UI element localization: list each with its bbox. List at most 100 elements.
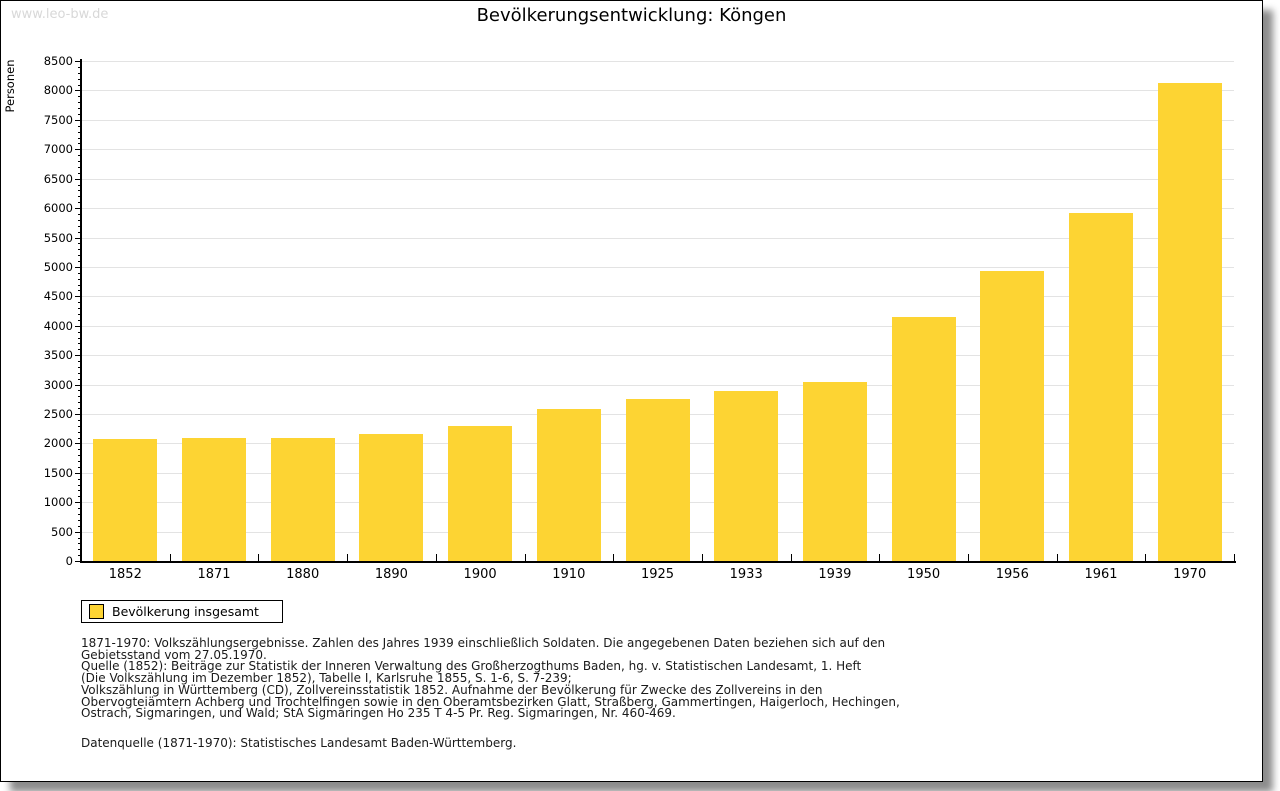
gridline — [81, 208, 1234, 210]
y-tick-minor — [78, 449, 81, 451]
chart-page: www.leo-bw.de Bevölkerungsentwicklung: K… — [0, 0, 1263, 782]
y-tick-minor — [78, 361, 81, 362]
y-tick-minor — [78, 319, 81, 321]
y-tick-major — [75, 502, 81, 504]
y-tick-label: 6000 — [43, 201, 73, 216]
x-axis-label: 1950 — [907, 567, 941, 582]
y-tick-minor — [78, 261, 81, 262]
y-tick-minor — [78, 131, 81, 133]
y-tick-major — [75, 355, 81, 357]
y-tick-label: 0 — [65, 554, 73, 568]
x-axis-label: 1961 — [1084, 567, 1118, 582]
y-tick-label: 2000 — [43, 436, 73, 451]
x-axis-label: 1939 — [818, 567, 852, 582]
y-tick-minor — [78, 331, 81, 333]
y-tick-minor — [78, 437, 81, 439]
y-tick-major — [75, 90, 81, 92]
y-tick-label: 1500 — [43, 465, 73, 480]
footer-line: Volkszählung in Württemberg (CD), Zollve… — [81, 682, 823, 697]
y-tick-minor — [78, 337, 81, 339]
gridline — [81, 237, 1234, 239]
y-tick-minor — [78, 425, 81, 427]
y-tick-label: 8500 — [43, 54, 73, 68]
y-tick-minor — [78, 349, 81, 351]
y-tick-minor — [78, 402, 81, 404]
x-axis-line — [80, 561, 1236, 563]
x-axis-tick — [169, 554, 171, 561]
y-tick-minor — [78, 308, 81, 310]
x-axis-label: 1925 — [640, 567, 675, 582]
chart-title: Bevölkerungsentwicklung: Köngen — [476, 5, 787, 26]
y-tick-minor — [78, 419, 81, 421]
x-axis-label: 1956 — [995, 567, 1029, 582]
footer-line: 1871-1970: Volkszählungsergebnisse. Zahl… — [81, 636, 886, 650]
y-tick-label: 4000 — [43, 318, 73, 333]
footer-line: (Die Volkszählung im Dezember 1852), Tab… — [81, 671, 572, 686]
x-axis-tick — [613, 554, 615, 561]
y-tick-label: 7500 — [43, 112, 73, 127]
y-tick-major — [75, 296, 81, 298]
bar-1939 — [802, 381, 867, 561]
x-axis-tick — [258, 554, 260, 561]
gridline — [81, 119, 1234, 121]
y-tick-minor — [78, 372, 81, 374]
y-tick-minor — [78, 96, 81, 98]
y-tick-minor — [78, 543, 81, 545]
bar-1900 — [448, 426, 513, 561]
x-axis-label: 1890 — [374, 567, 408, 582]
gridline — [81, 90, 1234, 92]
y-tick-minor — [78, 466, 81, 468]
y-tick-minor — [78, 166, 81, 168]
footer-line-datenquelle: Datenquelle (1871-1970): Statistisches L… — [81, 735, 517, 750]
y-tick-minor — [78, 302, 81, 304]
y-tick-major — [75, 119, 81, 121]
y-tick-minor — [78, 508, 81, 510]
y-tick-label: 3500 — [43, 348, 73, 363]
x-axis-tick — [1234, 554, 1235, 561]
y-tick-minor — [78, 172, 81, 174]
x-axis-label: 1910 — [552, 567, 586, 582]
bar-1852 — [93, 439, 158, 561]
legend-label: Bevölkerung insgesamt — [112, 604, 259, 619]
x-axis-label: 1871 — [197, 567, 231, 582]
y-tick-minor — [78, 66, 81, 68]
y-tick-minor — [78, 255, 81, 257]
y-tick-label: 7000 — [43, 142, 73, 157]
gridline — [81, 325, 1234, 327]
y-tick-major — [75, 384, 81, 386]
gridline — [81, 355, 1234, 357]
y-tick-minor — [78, 455, 81, 457]
x-axis-label: 1970 — [1173, 567, 1207, 582]
y-tick-minor — [78, 84, 81, 86]
y-tick-minor — [78, 290, 81, 292]
y-tick-minor — [78, 431, 81, 433]
x-axis-tick — [967, 554, 969, 561]
gridline — [81, 149, 1234, 151]
y-tick-minor — [78, 137, 81, 139]
y-tick-major — [75, 178, 81, 180]
y-tick-label: 8000 — [43, 83, 73, 98]
bar-1950 — [891, 316, 956, 561]
y-tick-major — [75, 413, 81, 415]
y-tick-minor — [78, 272, 81, 274]
source-notes: 1871-1970: Volkszählungsergebnisse. Zahl… — [81, 636, 900, 750]
footer-line: Gebietsstand vom 27.05.1970. — [81, 647, 267, 662]
footer-line: Obervogteiämtern Achberg und Trochtelfin… — [81, 694, 900, 709]
x-axis-tick — [1056, 554, 1058, 561]
y-tick-minor — [78, 190, 81, 192]
gridline — [81, 266, 1234, 268]
y-tick-major — [75, 61, 81, 62]
y-tick-minor — [78, 549, 81, 551]
y-tick-minor — [78, 555, 81, 557]
y-tick-minor — [78, 519, 81, 521]
y-tick-minor — [78, 231, 81, 233]
y-tick-minor — [78, 125, 81, 127]
bar-1925 — [625, 398, 690, 561]
y-tick-label: 1000 — [43, 495, 73, 510]
bar-1970 — [1157, 83, 1222, 561]
y-tick-minor — [78, 72, 81, 74]
y-tick-minor — [78, 78, 81, 80]
y-tick-minor — [78, 408, 81, 410]
y-tick-major — [75, 325, 81, 327]
bar-1871 — [182, 437, 246, 561]
